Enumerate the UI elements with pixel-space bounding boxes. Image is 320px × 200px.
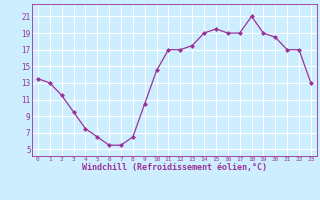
X-axis label: Windchill (Refroidissement éolien,°C): Windchill (Refroidissement éolien,°C) [82, 163, 267, 172]
